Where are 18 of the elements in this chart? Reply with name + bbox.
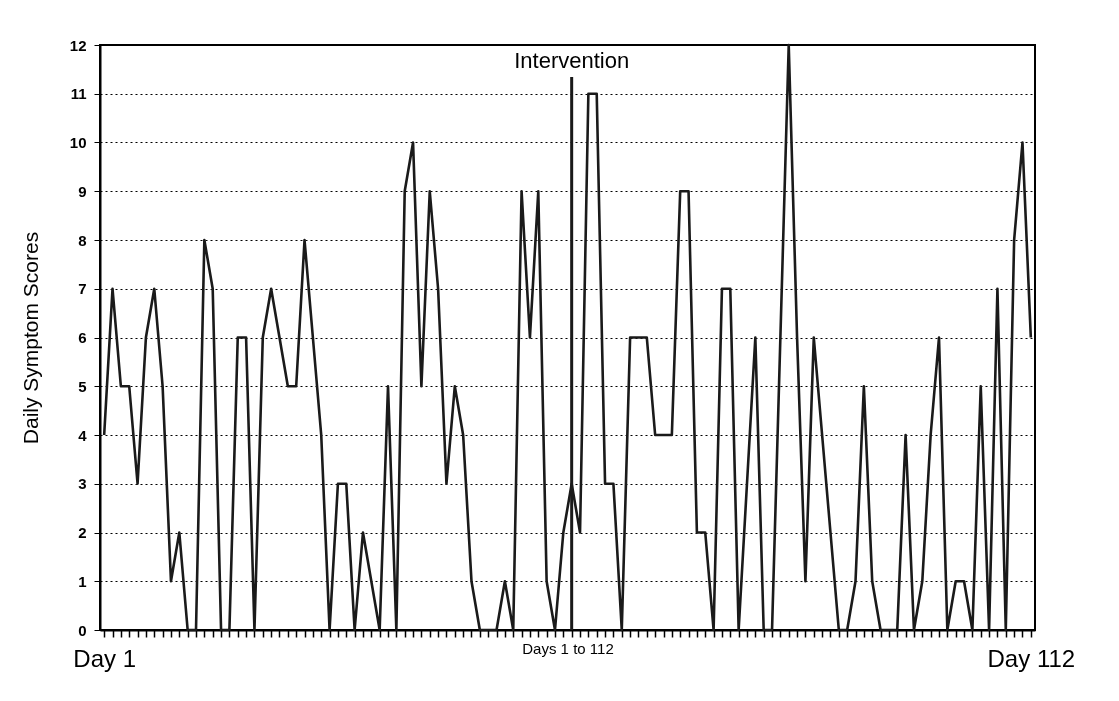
y-tick-label: 9 — [78, 182, 87, 200]
y-tick-label: 3 — [78, 475, 87, 493]
y-tick-label: 11 — [70, 85, 87, 103]
annotation: Intervention — [514, 48, 630, 73]
y-tick-label: 0 — [78, 621, 87, 639]
y-tick-label: 7 — [78, 280, 87, 298]
x-tick-label: Day 1 — [73, 644, 137, 672]
y-axis-title: Daily Symptom Scores — [18, 231, 42, 445]
y-tick-label: 4 — [78, 426, 88, 444]
y-tick-label: 8 — [78, 231, 87, 249]
y-tick-label: 10 — [69, 134, 87, 151]
y-tick-label: 5 — [78, 377, 87, 395]
y-tick-label: 6 — [78, 329, 87, 346]
y-tick-label: 12 — [69, 36, 87, 54]
y-tick-label: 2 — [78, 524, 87, 541]
x-axis-title: Days 1 to 112 — [522, 639, 614, 657]
y-tick-label: 1 — [78, 572, 87, 590]
x-tick-label: Day 112 — [987, 644, 1076, 672]
